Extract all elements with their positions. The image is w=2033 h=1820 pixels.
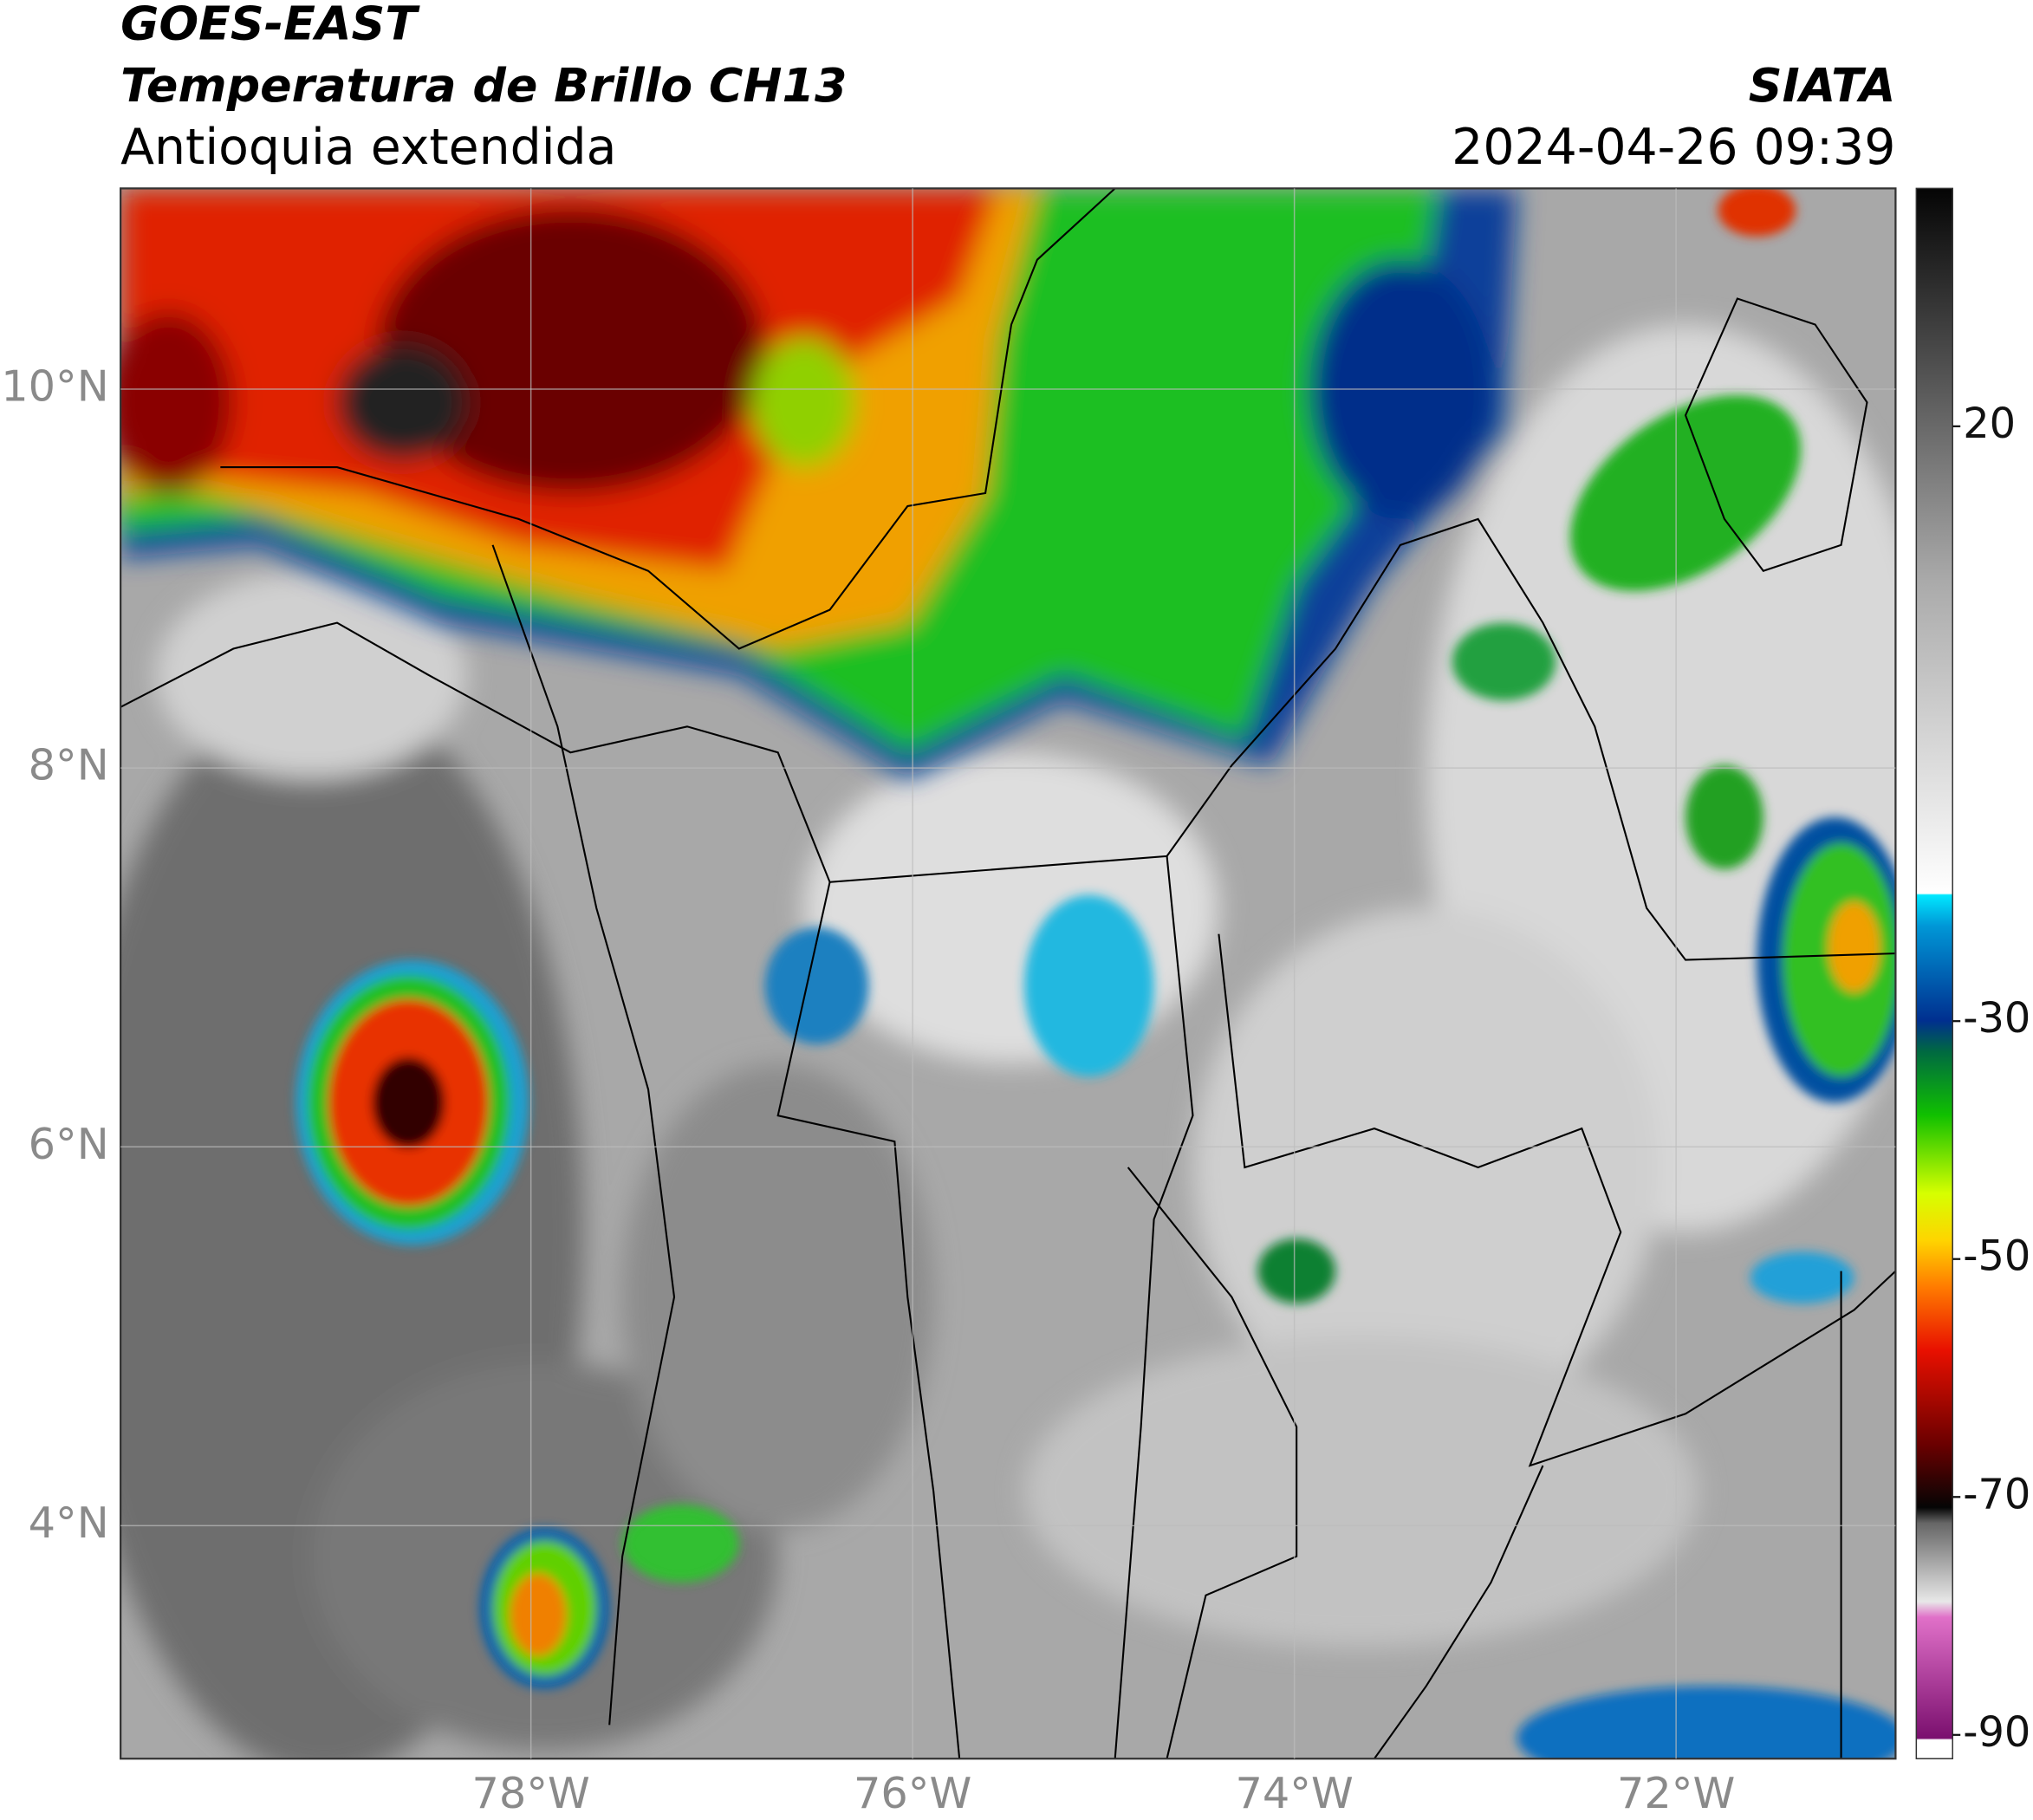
source: SIATA	[1749, 58, 1896, 113]
colorbar-tick-label: -70	[1963, 1471, 2030, 1518]
x-tick-label: 76°W	[854, 1768, 971, 1818]
axis-labels: 78°W 76°W 74°W 72°W 10°N 8°N 6°N 4°N	[1, 361, 1735, 1819]
y-tick-label: 6°N	[29, 1119, 109, 1169]
map-frame	[120, 187, 1897, 1760]
x-tick-label: 78°W	[472, 1768, 590, 1818]
colorbar-tick-label: -90	[1963, 1709, 2030, 1757]
storm-cells	[296, 188, 1896, 1759]
colorbar-tick-label: -50	[1963, 1233, 2030, 1281]
datetime: 2024-04-26 09:39	[1452, 119, 1895, 176]
y-tick-label: 4°N	[29, 1498, 109, 1548]
colorbar	[1915, 187, 1953, 1759]
grid	[120, 188, 1896, 1759]
colorbar-tick-label: -30	[1963, 995, 2030, 1043]
satellite-image	[120, 188, 1896, 1759]
subtitle: Temperatura de Brillo CH13	[120, 58, 847, 113]
region: Antioquia extendida	[120, 119, 616, 176]
colorbar-tick-label: 20	[1963, 400, 2016, 448]
x-tick-label: 74°W	[1235, 1768, 1353, 1818]
colorbar-ticks: 20 -30 -50 -70 -90	[1952, 400, 2030, 1757]
y-tick-label: 10°N	[1, 361, 108, 412]
y-tick-label: 8°N	[29, 740, 109, 790]
title: GOES-EAST	[120, 0, 420, 50]
boundaries	[120, 188, 1896, 1759]
x-tick-label: 72°W	[1617, 1768, 1735, 1818]
